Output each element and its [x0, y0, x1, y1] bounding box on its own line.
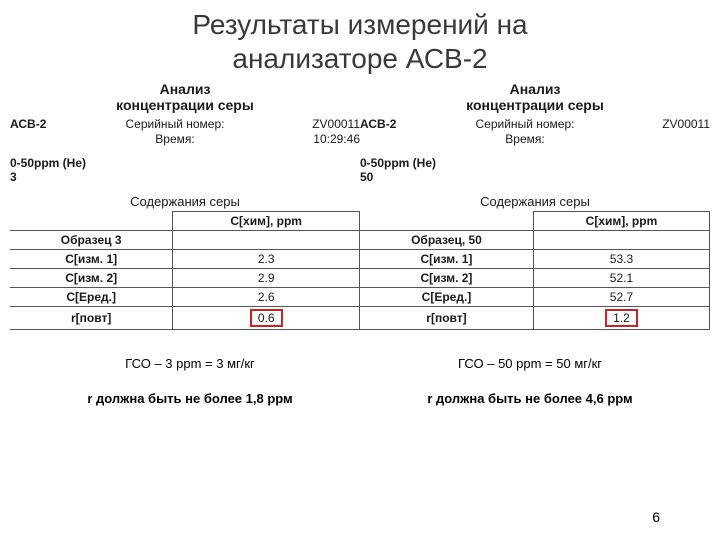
left-range-label: 0-50ppm (He): [10, 156, 360, 170]
left-r-note: r должна быть не более 1,8 ррм: [40, 391, 340, 406]
page-number: 6: [652, 509, 660, 525]
row-label: r[повт]: [360, 307, 533, 330]
right-col-header: С[хим], ppm: [533, 212, 709, 231]
row-label: С[изм. 1]: [10, 250, 173, 269]
right-header: Анализ концентрации серы: [360, 81, 710, 113]
row-label: С[Еред.]: [10, 288, 173, 307]
table-row: С[изм. 1] 2.3: [10, 250, 360, 269]
left-time-row: Время: 10:29:46: [10, 132, 360, 146]
table-row: С[изм. 1] 53.3: [360, 250, 710, 269]
captions-row: ГСО – 3 ppm = 3 мг/кг ГСО – 50 ppm = 50 …: [0, 356, 720, 371]
right-time-label: Время:: [420, 132, 630, 146]
right-range-label: 0-50ppm (He): [360, 156, 710, 170]
highlight-box: 1.2: [605, 309, 638, 327]
left-header: Анализ концентрации серы: [10, 81, 360, 113]
left-serial-val: ZV00011: [280, 117, 360, 131]
title-line-2: анализаторе АСВ-2: [232, 43, 487, 74]
right-r-note: r должна быть не более 4,6 ррм: [380, 391, 680, 406]
row-value-highlight: 1.2: [533, 307, 709, 330]
left-serial-label: Серийный номер:: [70, 117, 280, 131]
highlight-box: 0.6: [250, 309, 283, 327]
right-serial-row: АСВ-2 Серийный номер: ZV00011: [360, 117, 710, 131]
right-serial-val: ZV00011: [630, 117, 710, 131]
row-value: [173, 231, 360, 250]
left-serial-row: АСВ-2 Серийный номер: ZV00011: [10, 117, 360, 131]
right-time-row: Время:: [360, 132, 710, 146]
row-value-highlight: 0.6: [173, 307, 360, 330]
row-value: 2.9: [173, 269, 360, 288]
right-serial-label: Серийный номер:: [420, 117, 630, 131]
row-value: 52.7: [533, 288, 709, 307]
table-row: С[изм. 2] 2.9: [10, 269, 360, 288]
left-time-val: 10:29:46: [280, 132, 360, 146]
left-device: АСВ-2: [10, 117, 70, 131]
right-range-val: 50: [360, 170, 710, 184]
left-table: С[хим], ppm Образец 3 С[изм. 1] 2.3 С[из…: [10, 211, 360, 330]
right-hdr2: концентрации серы: [360, 97, 710, 113]
left-time-label: Время:: [70, 132, 280, 146]
left-hdr2: концентрации серы: [10, 97, 360, 113]
table-row: r[повт] 1.2: [360, 307, 710, 330]
left-col-header: С[хим], ppm: [173, 212, 360, 231]
table-row: С[Еред.] 2.6: [10, 288, 360, 307]
row-value: 2.3: [173, 250, 360, 269]
right-hdr1: Анализ: [360, 81, 710, 97]
left-sub-title: Содержания серы: [10, 194, 360, 209]
right-caption: ГСО – 50 ppm = 50 мг/кг: [380, 356, 680, 371]
row-value: [533, 231, 709, 250]
title-line-1: Результаты измерений на: [192, 9, 527, 40]
right-table: С[хим], ppm Образец, 50 С[изм. 1] 53.3 С…: [360, 211, 710, 330]
table-row: Образец 3: [10, 231, 360, 250]
row-label: С[изм. 2]: [360, 269, 533, 288]
panels-container: Анализ концентрации серы АСВ-2 Серийный …: [0, 81, 720, 330]
row-label: Образец 3: [10, 231, 173, 250]
table-row: С[Еред.] 52.7: [360, 288, 710, 307]
table-row: Образец, 50: [360, 231, 710, 250]
slide-title: Результаты измерений на анализаторе АСВ-…: [0, 0, 720, 75]
r-notes-row: r должна быть не более 1,8 ррм r должна …: [0, 391, 720, 406]
row-label: С[Еред.]: [360, 288, 533, 307]
right-sub-title: Содержания серы: [360, 194, 710, 209]
panel-left: Анализ концентрации серы АСВ-2 Серийный …: [10, 81, 360, 330]
row-label: С[изм. 2]: [10, 269, 173, 288]
table-row: С[изм. 2] 52.1: [360, 269, 710, 288]
right-device: АСВ-2: [360, 117, 420, 131]
left-hdr1: Анализ: [10, 81, 360, 97]
row-value: 52.1: [533, 269, 709, 288]
row-label: r[повт]: [10, 307, 173, 330]
left-range-val: 3: [10, 170, 360, 184]
row-value: 2.6: [173, 288, 360, 307]
row-label: С[изм. 1]: [360, 250, 533, 269]
row-value: 53.3: [533, 250, 709, 269]
left-caption: ГСО – 3 ppm = 3 мг/кг: [40, 356, 340, 371]
panel-right: Анализ концентрации серы АСВ-2 Серийный …: [360, 81, 710, 330]
row-label: Образец, 50: [360, 231, 533, 250]
table-row: r[повт] 0.6: [10, 307, 360, 330]
